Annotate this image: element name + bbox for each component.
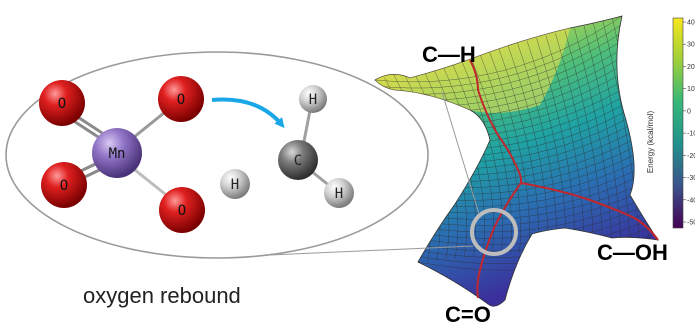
label-c-double-o: C=O bbox=[445, 302, 491, 326]
atom-label: H bbox=[309, 92, 317, 108]
atom-label: O bbox=[178, 203, 186, 219]
colorbar-tick-label: -20 bbox=[687, 153, 695, 160]
oxygen-atom-top-right: O bbox=[158, 76, 204, 122]
atom-label: H bbox=[335, 186, 343, 202]
colorbar-tick-label: -30 bbox=[687, 175, 695, 182]
atom-label: O bbox=[60, 178, 68, 194]
highlight-circle bbox=[470, 208, 518, 256]
reaction-path-right bbox=[520, 182, 659, 241]
hydrogen-atom-right: H bbox=[324, 178, 354, 208]
caption-oxygen-rebound: oxygen rebound bbox=[83, 283, 241, 308]
oxygen-atom-top-left: O bbox=[39, 80, 85, 126]
atom-label: H bbox=[231, 177, 239, 193]
molecule-inset: O O Mn O O H H C bbox=[5, 51, 429, 259]
colorbar-tick-label: 10 bbox=[687, 86, 695, 93]
label-c-oh: C—OH bbox=[597, 240, 668, 265]
oxygen-atom-bottom: O bbox=[159, 187, 205, 233]
atom-label: Mn bbox=[109, 146, 126, 162]
colorbar-title: Energy (kcal/mol) bbox=[646, 111, 655, 174]
reaction-path-lower bbox=[476, 182, 522, 299]
colorbar-tick-label: -10 bbox=[687, 131, 695, 138]
oxygen-atom-left: O bbox=[41, 162, 87, 208]
carbon-atom: C bbox=[278, 140, 318, 180]
colorbar: 40 30 20 10 0 -10 -20 -30 -40 -50 Energy (kcal/mo… bbox=[646, 17, 695, 229]
manganese-atom: Mn bbox=[92, 128, 142, 178]
colorbar-tick-label: -50 bbox=[687, 220, 695, 227]
atom-label: O bbox=[177, 92, 185, 108]
atom-label: O bbox=[58, 96, 66, 112]
colorbar-tick-label: 30 bbox=[687, 42, 695, 49]
reaction-path-upper bbox=[469, 59, 523, 184]
colorbar-tick-label: -40 bbox=[687, 197, 695, 204]
hydrogen-atom-top: H bbox=[299, 85, 327, 113]
surface-high-region bbox=[375, 28, 570, 114]
zoom-line-top bbox=[441, 91, 480, 215]
colorbar-gradient bbox=[672, 17, 684, 229]
atom-label: C bbox=[294, 153, 302, 169]
zoom-line-bottom bbox=[269, 245, 474, 256]
label-c-h: C—H bbox=[422, 42, 476, 67]
hydrogen-atom-free: H bbox=[220, 169, 250, 199]
colorbar-ticks: 40 30 20 10 0 -10 -20 -30 -40 -50 bbox=[683, 20, 695, 227]
colorbar-tick-label: 40 bbox=[687, 20, 695, 27]
curved-arrow-icon bbox=[211, 97, 285, 129]
colorbar-tick-label: 20 bbox=[687, 64, 695, 71]
colorbar-tick-label: 0 bbox=[687, 108, 691, 115]
